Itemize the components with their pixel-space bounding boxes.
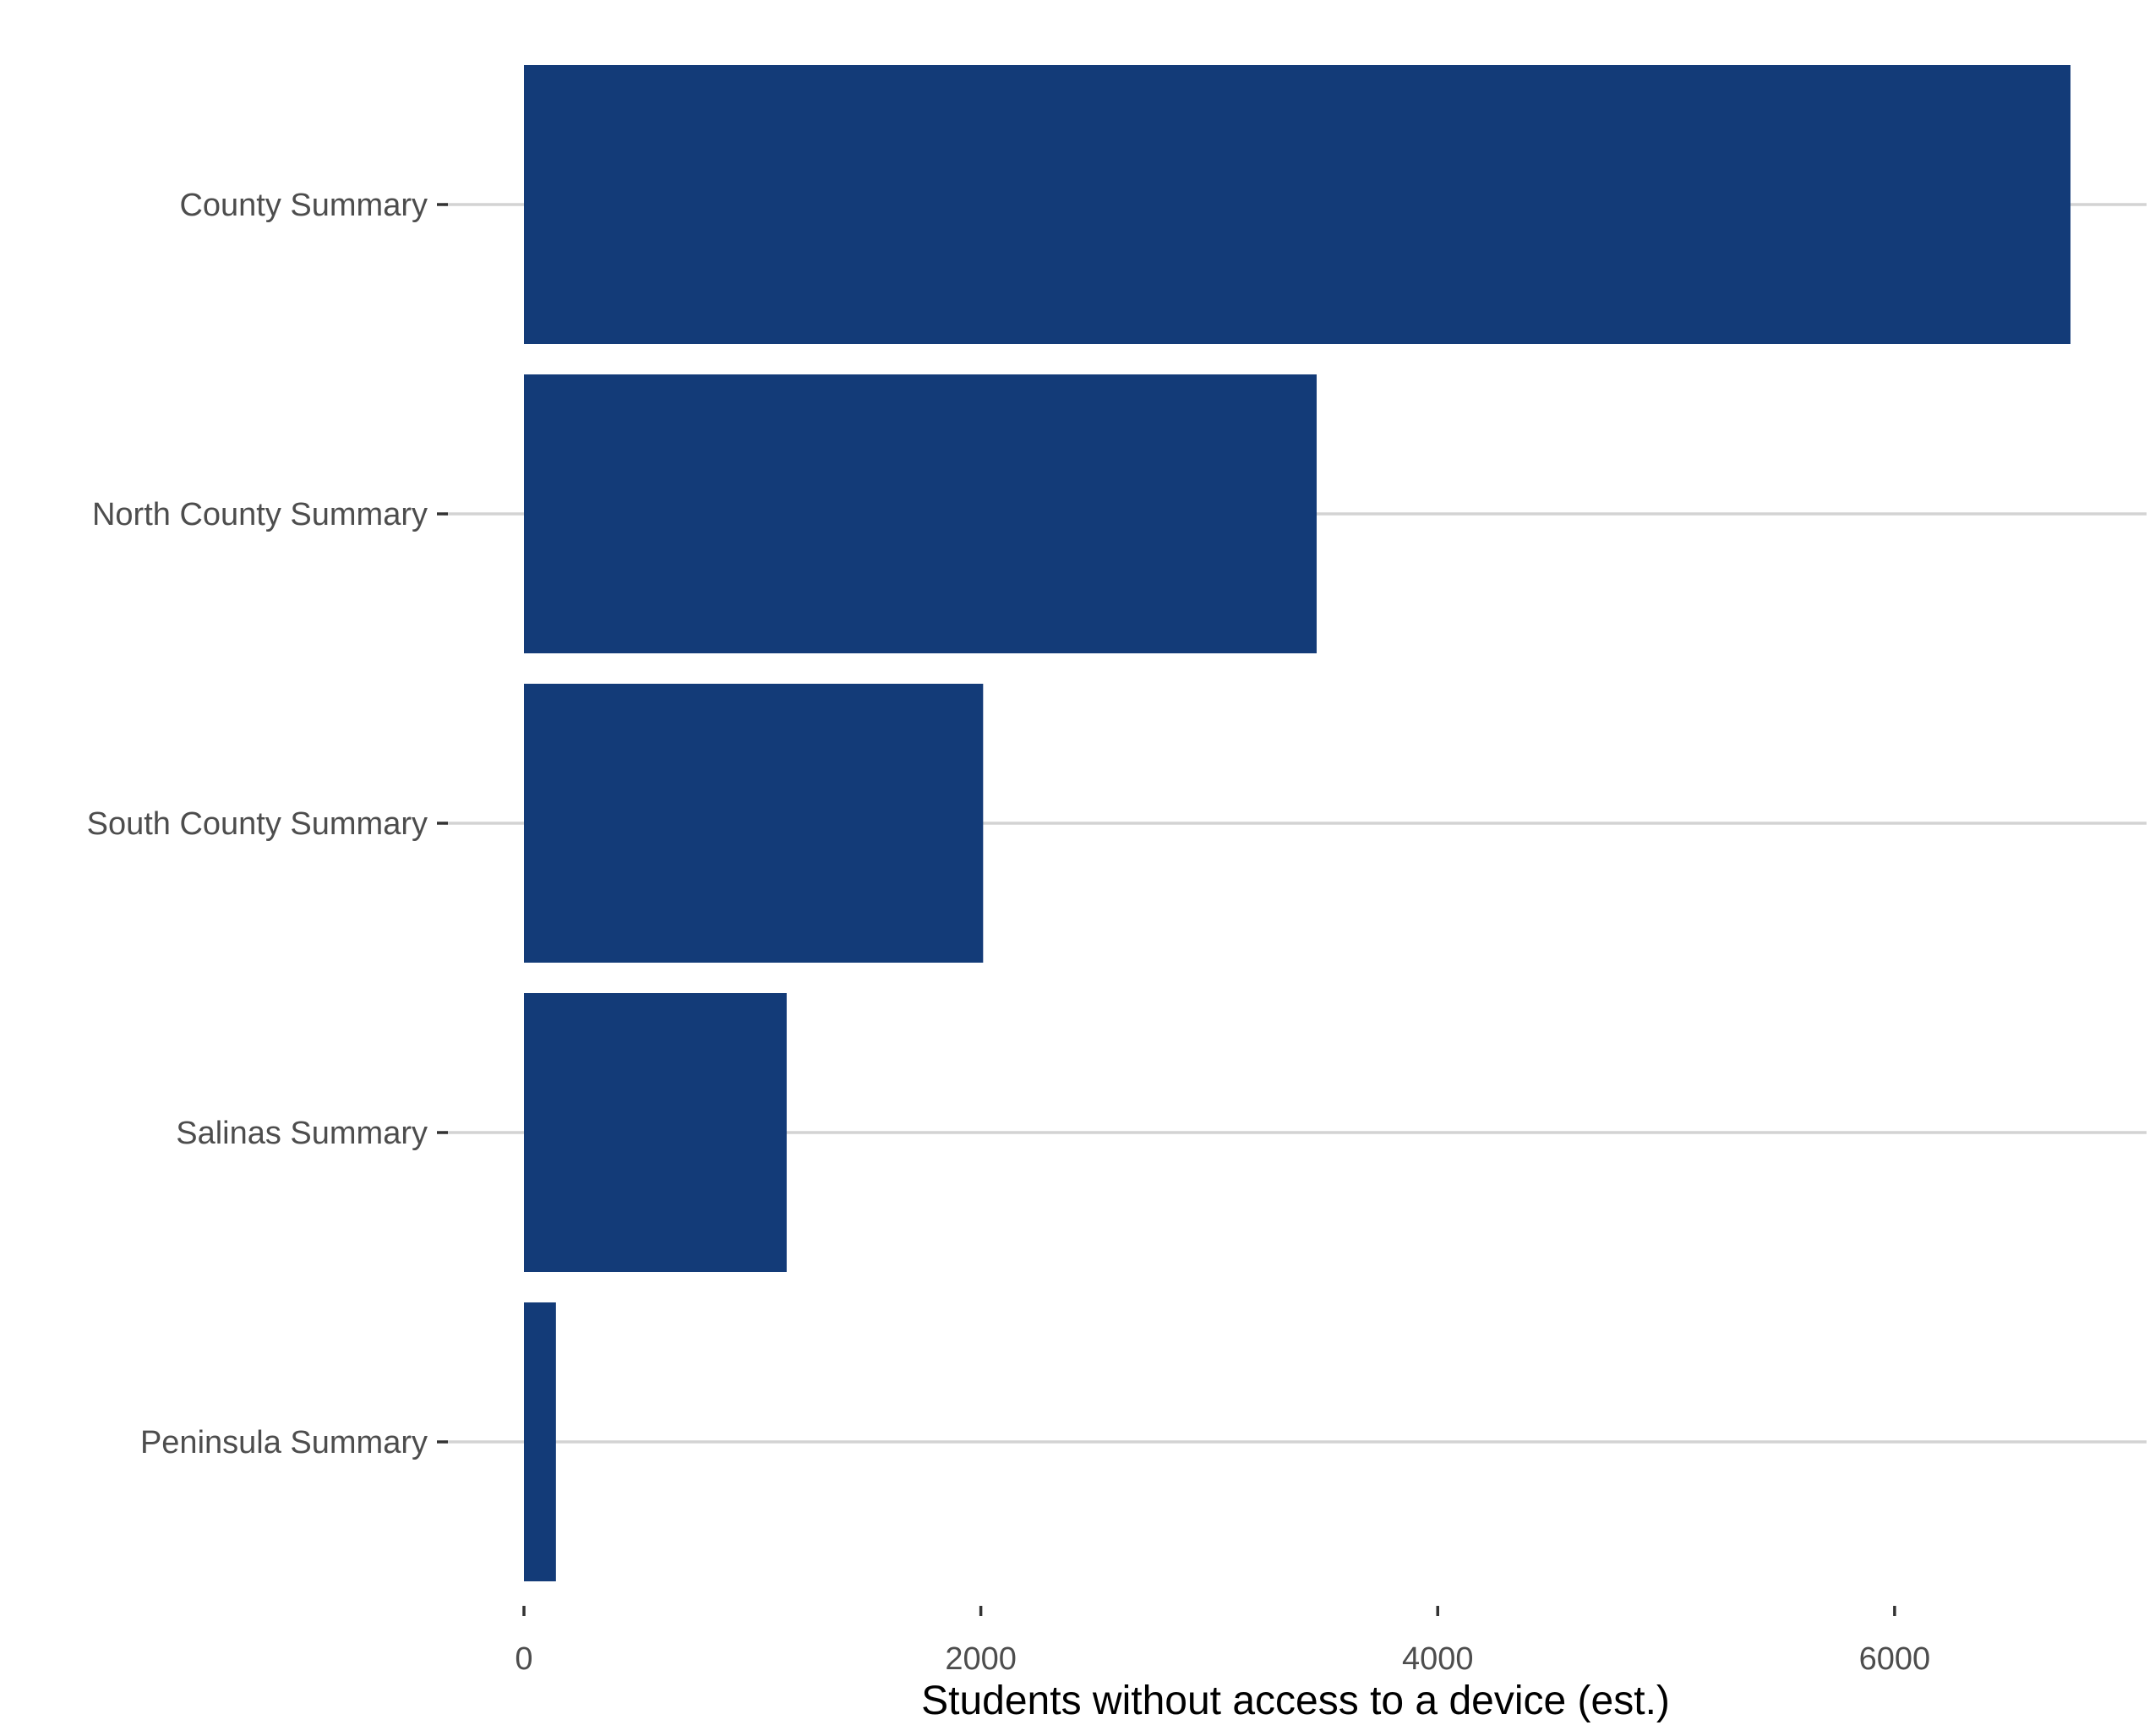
bar-salinas-summary: [524, 993, 787, 1272]
bar-county-summary: [524, 65, 2070, 344]
y-tick-label-peninsula-summary: Peninsula Summary: [140, 1425, 428, 1460]
y-tick-label-salinas-summary: Salinas Summary: [176, 1116, 428, 1151]
bar-south-county-summary: [524, 684, 984, 963]
x-axis: 0 2000 4000 6000: [515, 1606, 1930, 1677]
x-tick-label-4000: 4000: [1402, 1641, 1474, 1677]
y-axis: County Summary North County Summary South …: [87, 188, 448, 1460]
x-tick-label-2000: 2000: [945, 1641, 1017, 1677]
x-tick-label-6000: 6000: [1859, 1641, 1931, 1677]
bar-peninsula-summary: [524, 1302, 556, 1581]
bars: [524, 65, 2070, 1581]
y-tick-label-county-summary: County Summary: [179, 188, 428, 223]
y-tick-label-north-county-summary: North County Summary: [92, 497, 428, 532]
x-axis-title: Students without access to a device (est…: [921, 1679, 1670, 1723]
y-tick-label-south-county-summary: South County Summary: [87, 806, 428, 842]
bar-north-county-summary: [524, 374, 1317, 653]
x-tick-label-0: 0: [515, 1641, 532, 1677]
